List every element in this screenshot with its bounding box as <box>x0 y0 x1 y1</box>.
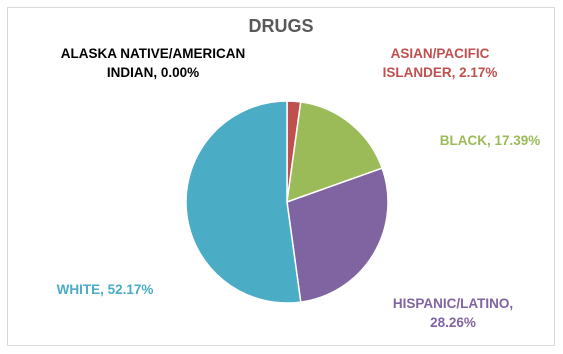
label-hispanic-latino: HISPANIC/LATINO, 28.26% <box>378 294 528 332</box>
label-black-line1: BLACK, 17.39% <box>439 133 541 148</box>
label-hispanic-latino-line2: 28.26% <box>430 315 476 330</box>
label-black: BLACK, 17.39% <box>425 131 555 150</box>
label-white-line1: WHITE, 52.17% <box>56 282 154 297</box>
label-alaska-native: ALASKA NATIVE/AMERICAN INDIAN, 0.00% <box>38 44 268 82</box>
label-asian-pacific-line1: ASIAN/PACIFIC <box>390 46 490 61</box>
slice-hispanic-latino <box>286 167 389 303</box>
slice-white <box>185 100 302 304</box>
label-asian-pacific: ASIAN/PACIFIC ISLANDER, 2.17% <box>360 44 520 82</box>
slice-black <box>286 101 384 204</box>
label-hispanic-latino-line1: HISPANIC/LATINO, <box>392 296 514 311</box>
label-alaska-native-line1: ALASKA NATIVE/AMERICAN <box>60 46 246 61</box>
label-alaska-native-line2: INDIAN, 0.00% <box>106 65 200 80</box>
label-asian-pacific-line2: ISLANDER, 2.17% <box>382 65 498 80</box>
label-white: WHITE, 52.17% <box>35 280 175 299</box>
chart-title: DRUGS <box>248 16 314 36</box>
